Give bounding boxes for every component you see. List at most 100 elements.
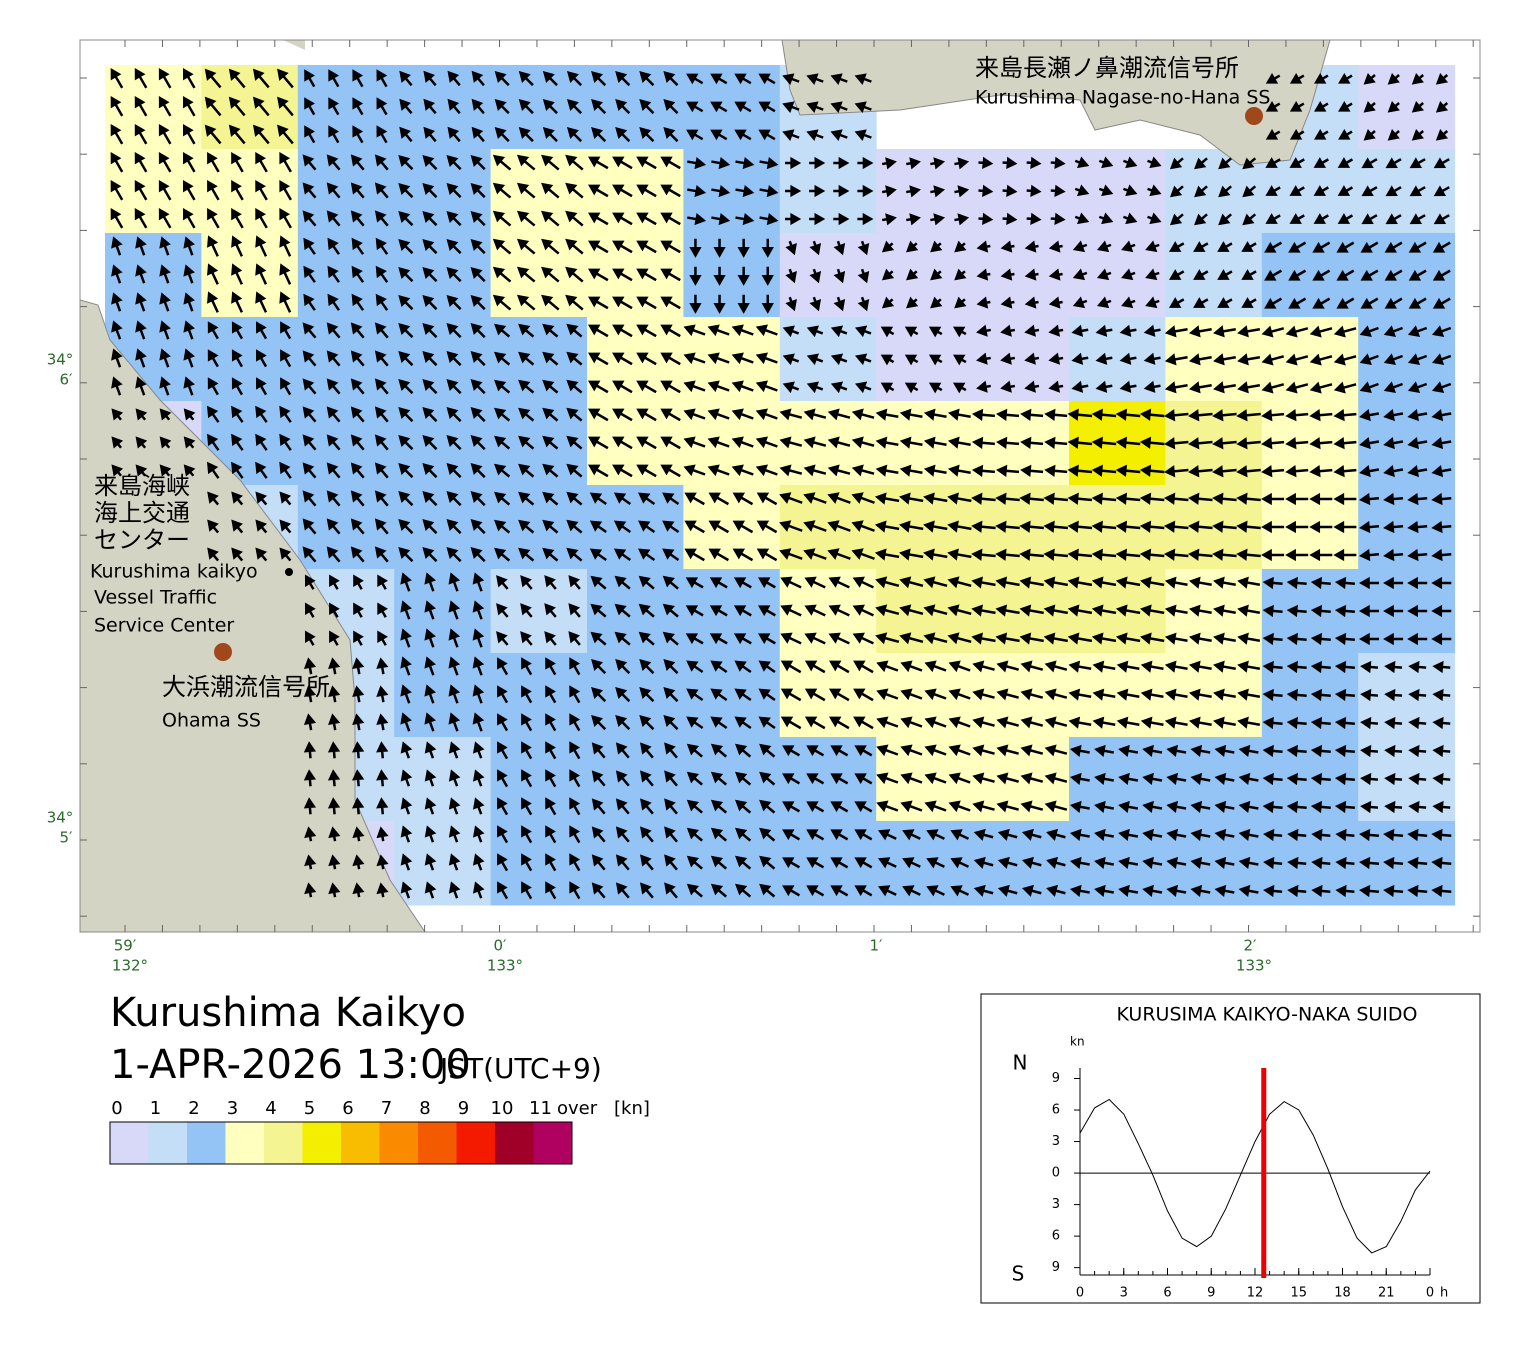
current-arrow — [255, 433, 268, 451]
current-arrow — [302, 350, 317, 367]
current-arrow — [1163, 520, 1189, 533]
current-arrow — [1359, 548, 1380, 562]
current-arrow — [134, 179, 148, 201]
current-arrow — [1237, 325, 1261, 338]
current-arrow — [1313, 128, 1329, 140]
current-arrow — [1384, 660, 1403, 674]
current-arrow — [518, 519, 535, 534]
current-arrow — [207, 519, 220, 534]
current-arrow — [565, 154, 584, 171]
current-arrow — [806, 745, 825, 757]
current-arrow — [400, 712, 412, 732]
current-arrow — [566, 99, 583, 115]
current-arrow — [1286, 772, 1307, 786]
current-arrow — [1360, 800, 1379, 814]
current-arrow — [1387, 128, 1400, 141]
current-arrow — [1409, 213, 1426, 225]
current-arrow — [1166, 856, 1187, 869]
current-arrow — [1193, 269, 1209, 280]
current-arrow — [1408, 800, 1427, 814]
current-arrow — [954, 240, 967, 253]
current-arrow — [782, 745, 801, 757]
current-arrow — [874, 548, 900, 561]
current-arrow — [758, 73, 776, 85]
speed-cell — [105, 65, 202, 150]
current-arrow — [874, 492, 900, 505]
current-arrow — [326, 210, 341, 227]
current-arrow — [1358, 632, 1379, 646]
current-arrow — [1193, 241, 1209, 252]
current-arrow — [542, 463, 559, 478]
current-arrow — [1237, 353, 1261, 366]
current-arrow — [327, 237, 340, 255]
current-arrow — [472, 600, 485, 620]
current-arrow — [780, 716, 802, 730]
current-arrow — [1092, 716, 1116, 729]
current-arrow — [1096, 268, 1112, 281]
current-arrow — [857, 212, 874, 226]
current-arrow — [135, 348, 147, 368]
current-arrow — [1212, 548, 1237, 561]
current-arrow — [1261, 437, 1285, 450]
current-arrow — [1091, 548, 1117, 561]
current-arrow — [1164, 660, 1188, 673]
current-arrow — [1188, 632, 1212, 645]
current-arrow — [972, 772, 995, 785]
current-arrow — [350, 406, 365, 423]
current-arrow — [376, 797, 389, 815]
current-arrow — [710, 827, 728, 842]
current-arrow — [1265, 185, 1281, 196]
current-arrow — [1145, 240, 1160, 253]
legend-swatch — [302, 1122, 341, 1164]
current-arrow — [1337, 213, 1354, 224]
current-arrow — [231, 405, 244, 423]
current-arrow — [207, 263, 219, 285]
current-arrow — [660, 156, 681, 170]
current-arrow — [852, 576, 874, 589]
current-arrow — [1218, 213, 1233, 226]
current-arrow — [876, 716, 899, 729]
current-arrow — [374, 378, 389, 395]
current-arrow — [1067, 520, 1093, 533]
current-arrow — [710, 799, 728, 814]
current-arrow — [1043, 576, 1068, 589]
current-arrow — [1333, 520, 1357, 534]
current-arrow — [996, 436, 1020, 449]
current-arrow — [134, 207, 148, 229]
current-arrow — [231, 433, 244, 451]
current-arrow — [1188, 492, 1213, 505]
current-arrow — [686, 743, 703, 758]
current-arrow — [707, 408, 730, 421]
current-arrow — [1164, 576, 1188, 589]
current-arrow — [804, 688, 826, 702]
current-arrow — [591, 882, 606, 899]
current-arrow — [707, 436, 730, 449]
current-arrow — [471, 70, 485, 87]
current-arrow — [446, 491, 462, 507]
current-arrow — [1121, 268, 1136, 281]
current-arrow — [1359, 492, 1380, 506]
current-arrow — [711, 156, 731, 170]
current-arrow — [759, 771, 776, 786]
current-arrow — [1334, 632, 1355, 646]
current-arrow — [683, 324, 706, 337]
current-arrow — [110, 67, 124, 89]
current-arrow — [779, 408, 803, 421]
current-arrow — [1311, 856, 1331, 870]
current-arrow — [827, 492, 851, 504]
current-arrow — [710, 73, 728, 85]
current-arrow — [304, 854, 317, 870]
current-arrow — [1285, 492, 1309, 506]
current-arrow — [326, 350, 341, 367]
current-arrow — [1261, 409, 1285, 422]
current-arrow — [1068, 660, 1092, 673]
current-arrow — [1115, 492, 1141, 505]
current-arrow — [613, 548, 632, 562]
current-arrow — [1020, 660, 1044, 673]
current-arrow — [1169, 157, 1184, 170]
current-arrow — [1164, 632, 1188, 645]
current-arrow — [1431, 576, 1452, 590]
current-arrow — [612, 380, 633, 394]
current-arrow — [587, 184, 609, 198]
current-arrow — [636, 408, 657, 422]
